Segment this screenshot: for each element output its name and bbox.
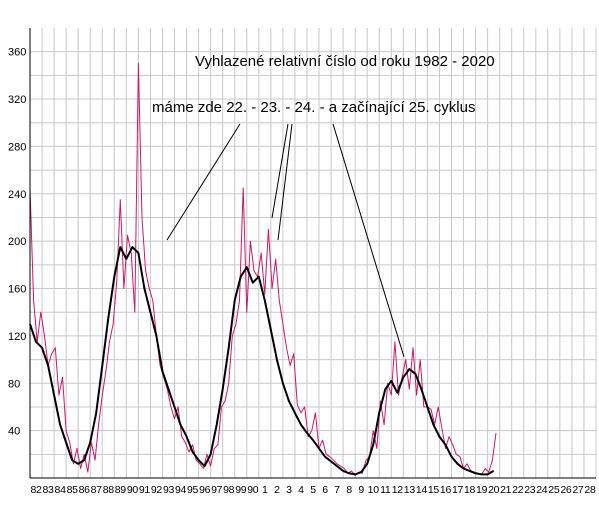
smoothed-series-line bbox=[29, 246, 495, 476]
pointer-line-cycle-23b bbox=[277, 123, 293, 241]
x-tick-label: 25 bbox=[548, 484, 560, 496]
y-tick-label: 320 bbox=[8, 94, 26, 106]
x-tick-label: 18 bbox=[464, 484, 476, 496]
y-tick-label: 360 bbox=[8, 47, 26, 59]
x-tick-labels: 82 83 84 85 86 87 88 89 90 91 92 93 94 95 96 97 98 99 90 1 2… bbox=[30, 484, 596, 496]
x-tick-label: 95 bbox=[187, 484, 199, 496]
x-tick-label: 20 bbox=[488, 484, 500, 496]
x-tick-label: 10 bbox=[368, 484, 380, 496]
x-tick-label: 92 bbox=[151, 484, 163, 496]
x-tick-label: 7 bbox=[334, 484, 340, 496]
y-tick-label: 200 bbox=[8, 236, 26, 248]
series-layer bbox=[29, 63, 497, 477]
x-tick-label: 97 bbox=[211, 484, 223, 496]
x-tick-label: 9 bbox=[358, 484, 364, 496]
annotation-pointers bbox=[166, 123, 405, 358]
x-tick-label: 99 bbox=[235, 484, 247, 496]
x-tick-label: 19 bbox=[476, 484, 488, 496]
x-tick-label: 96 bbox=[199, 484, 211, 496]
y-tick-label: 280 bbox=[8, 141, 26, 153]
axes bbox=[29, 28, 596, 479]
x-tick-label: 5 bbox=[310, 484, 316, 496]
x-tick-label: 28 bbox=[584, 484, 596, 496]
x-tick-label: 85 bbox=[67, 484, 79, 496]
x-tick-label: 23 bbox=[524, 484, 536, 496]
x-tick-label: 98 bbox=[223, 484, 235, 496]
x-tick-label: 90 bbox=[127, 484, 139, 496]
x-tick-label: 90 bbox=[247, 484, 259, 496]
x-tick-label: 93 bbox=[163, 484, 175, 496]
y-tick-label: 240 bbox=[8, 189, 26, 201]
x-tick-label: 22 bbox=[512, 484, 524, 496]
x-tick-label: 86 bbox=[79, 484, 91, 496]
pointer-line-cycle-22 bbox=[166, 123, 241, 241]
x-tick-label: 12 bbox=[392, 484, 404, 496]
x-tick-label: 13 bbox=[404, 484, 416, 496]
x-tick-label: 14 bbox=[416, 484, 428, 496]
y-tick-label: 80 bbox=[8, 378, 20, 390]
y-tick-labels: 40 80 120 160 200 240 280 320 360 bbox=[8, 47, 26, 438]
x-tick-label: 11 bbox=[380, 484, 391, 496]
y-tick-label: 160 bbox=[8, 284, 26, 296]
x-tick-label: 83 bbox=[43, 484, 55, 496]
x-tick-label: 8 bbox=[346, 484, 352, 496]
x-tick-label: 88 bbox=[103, 484, 115, 496]
chart-title: Vyhlazené relativní číslo od roku 1982 -… bbox=[195, 53, 495, 70]
pointer-line-cycle-24 bbox=[332, 123, 405, 358]
x-tick-label: 17 bbox=[452, 484, 464, 496]
x-tick-label: 87 bbox=[91, 484, 103, 496]
x-tick-label: 94 bbox=[175, 484, 187, 496]
x-tick-label: 15 bbox=[428, 484, 440, 496]
x-tick-label: 1 bbox=[262, 484, 268, 496]
cycle-annotation: máme zde 22. - 23. - 24. - a začínající … bbox=[152, 99, 475, 116]
x-tick-label: 26 bbox=[560, 484, 572, 496]
y-tick-label: 120 bbox=[8, 331, 26, 343]
y-tick-label: 40 bbox=[8, 426, 20, 438]
x-tick-label: 91 bbox=[139, 484, 151, 496]
x-tick-label: 82 bbox=[30, 484, 42, 496]
pointer-line-cycle-23a bbox=[271, 123, 289, 219]
grid bbox=[29, 28, 597, 478]
x-tick-label: 21 bbox=[500, 484, 512, 496]
x-tick-label: 84 bbox=[55, 484, 67, 496]
x-tick-label: 27 bbox=[572, 484, 584, 496]
x-tick-label: 16 bbox=[440, 484, 452, 496]
x-tick-label: 3 bbox=[286, 484, 292, 496]
monthly-series-line bbox=[29, 63, 497, 477]
x-tick-label: 89 bbox=[115, 484, 127, 496]
x-tick-label: 4 bbox=[298, 484, 304, 496]
x-tick-label: 2 bbox=[274, 484, 280, 496]
x-tick-label: 24 bbox=[536, 484, 548, 496]
x-tick-label: 6 bbox=[322, 484, 328, 496]
